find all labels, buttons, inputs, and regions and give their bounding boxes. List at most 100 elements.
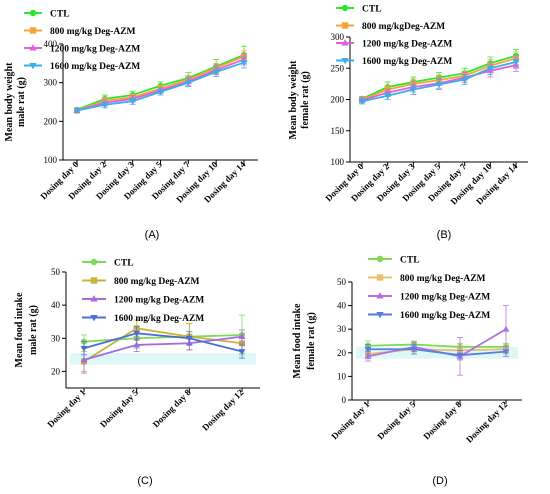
y-tick-label: 200 bbox=[331, 95, 345, 105]
legend-label: 1200 mg/kg Deg-AZM bbox=[114, 296, 204, 306]
legend-label: CTL bbox=[50, 10, 70, 20]
series-line bbox=[367, 343, 506, 348]
data-point bbox=[73, 108, 81, 115]
legend-marker bbox=[341, 22, 349, 29]
legend-label: 800 mg/kg Deg-AZM bbox=[50, 27, 136, 37]
legend-marker bbox=[376, 311, 384, 319]
data-point bbox=[456, 352, 464, 359]
data-point bbox=[364, 352, 372, 359]
y-tick-label: 30 bbox=[337, 324, 347, 334]
legend-label: CTL bbox=[400, 256, 420, 266]
y-tick-label: 400 bbox=[44, 39, 58, 49]
chart-panel-2: 20 30 40 50 Dosing day 1 Dosing day 5 Dosing d… bbox=[14, 258, 260, 487]
x-tick-label: Dosing day 5 bbox=[375, 399, 417, 441]
legend-marker bbox=[90, 314, 98, 322]
legend-label: CTL bbox=[114, 259, 134, 269]
legend-marker bbox=[29, 9, 37, 17]
legend-marker bbox=[341, 4, 349, 12]
data-point bbox=[358, 98, 366, 105]
y-axis-title: female rat (g) bbox=[300, 71, 311, 129]
legend-label: 1200 mg/kg Deg-AZM bbox=[50, 45, 140, 55]
data-point bbox=[409, 87, 417, 94]
y-tick-label: 40 bbox=[51, 300, 61, 310]
panel-label: (D) bbox=[432, 475, 447, 487]
data-point bbox=[133, 341, 141, 348]
legend-marker bbox=[90, 295, 98, 302]
series-3 bbox=[73, 56, 248, 115]
data-point bbox=[101, 102, 109, 109]
legend-label: 1600 mg/kg Deg-AZM bbox=[362, 57, 452, 67]
y-tick-label: 150 bbox=[331, 126, 345, 136]
data-point bbox=[461, 77, 469, 84]
panel-label: (C) bbox=[137, 475, 152, 487]
legend-label: 800 mg/kgDeg-AZM bbox=[362, 22, 445, 32]
data-point bbox=[238, 349, 246, 356]
legend-label: 1200 mg/kg Deg-AZM bbox=[362, 40, 452, 50]
data-point bbox=[240, 60, 248, 67]
y-axis-title: Mean body weight bbox=[288, 60, 299, 140]
data-point bbox=[410, 346, 418, 353]
x-tick-label: Dosing day 8 bbox=[421, 399, 463, 441]
y-tick-label: 10 bbox=[337, 371, 347, 381]
y-axis-title: female rat (g) bbox=[306, 312, 317, 370]
series-3 bbox=[364, 344, 510, 361]
x-tick-label: Dosing day 12 bbox=[200, 387, 246, 433]
x-tick-label: Dosing day 1 bbox=[45, 387, 87, 429]
legend-marker bbox=[376, 274, 384, 281]
y-tick-label: 40 bbox=[337, 301, 347, 311]
y-axis-title: Mean food intake bbox=[292, 303, 303, 379]
y-tick-label: 20 bbox=[51, 366, 61, 376]
data-point bbox=[435, 82, 443, 89]
panel-label: (B) bbox=[437, 229, 452, 241]
series-line bbox=[83, 335, 243, 361]
y-tick-label: 100 bbox=[44, 155, 58, 165]
data-point bbox=[364, 346, 372, 353]
data-point bbox=[238, 333, 246, 340]
data-point bbox=[185, 335, 193, 342]
panel-label: (A) bbox=[145, 229, 160, 241]
data-point bbox=[80, 345, 88, 352]
data-point bbox=[486, 65, 494, 72]
data-point bbox=[184, 80, 192, 87]
legend-marker bbox=[90, 258, 98, 266]
series-3 bbox=[358, 55, 520, 105]
data-point bbox=[129, 98, 137, 105]
y-tick-label: 300 bbox=[44, 78, 58, 88]
data-point bbox=[212, 69, 220, 76]
data-point bbox=[384, 93, 392, 100]
data-point bbox=[512, 59, 520, 66]
x-tick-label: Dosing day 5 bbox=[98, 387, 140, 429]
legend-marker bbox=[29, 27, 37, 34]
legend-marker bbox=[90, 277, 98, 284]
y-axis-title: male rat (g) bbox=[16, 77, 27, 127]
y-tick-label: 20 bbox=[337, 348, 347, 358]
legend-label: 1600 mg/kg Deg-AZM bbox=[50, 62, 140, 72]
legend-marker bbox=[376, 255, 384, 263]
series-3 bbox=[80, 326, 246, 359]
series-line bbox=[368, 348, 507, 357]
legend-marker bbox=[341, 39, 349, 46]
data-point bbox=[80, 356, 88, 363]
legend-label: 1200 mg/kg Deg-AZM bbox=[400, 293, 490, 303]
y-axis-title: male rat (g) bbox=[28, 305, 39, 355]
legend-marker bbox=[29, 44, 37, 51]
data-point bbox=[133, 330, 141, 337]
y-tick-label: 100 bbox=[331, 157, 345, 167]
legend-label: CTL bbox=[362, 5, 382, 15]
legend-marker bbox=[376, 292, 384, 299]
y-tick-label: 50 bbox=[337, 277, 347, 287]
legend-label: 800 mg/kg Deg-AZM bbox=[114, 277, 200, 287]
y-axis-title: Mean body weight bbox=[4, 62, 15, 142]
legend-marker bbox=[341, 57, 349, 65]
legend-label: 1600 mg/kg Deg-AZM bbox=[400, 311, 490, 321]
legend-label: 800 mg/kg Deg-AZM bbox=[400, 274, 486, 284]
legend-marker bbox=[29, 62, 37, 70]
data-point bbox=[502, 349, 510, 356]
x-tick-label: Dosing day 1 bbox=[329, 399, 371, 441]
x-tick-label: Dosing day 8 bbox=[151, 387, 193, 429]
data-point bbox=[157, 89, 164, 96]
